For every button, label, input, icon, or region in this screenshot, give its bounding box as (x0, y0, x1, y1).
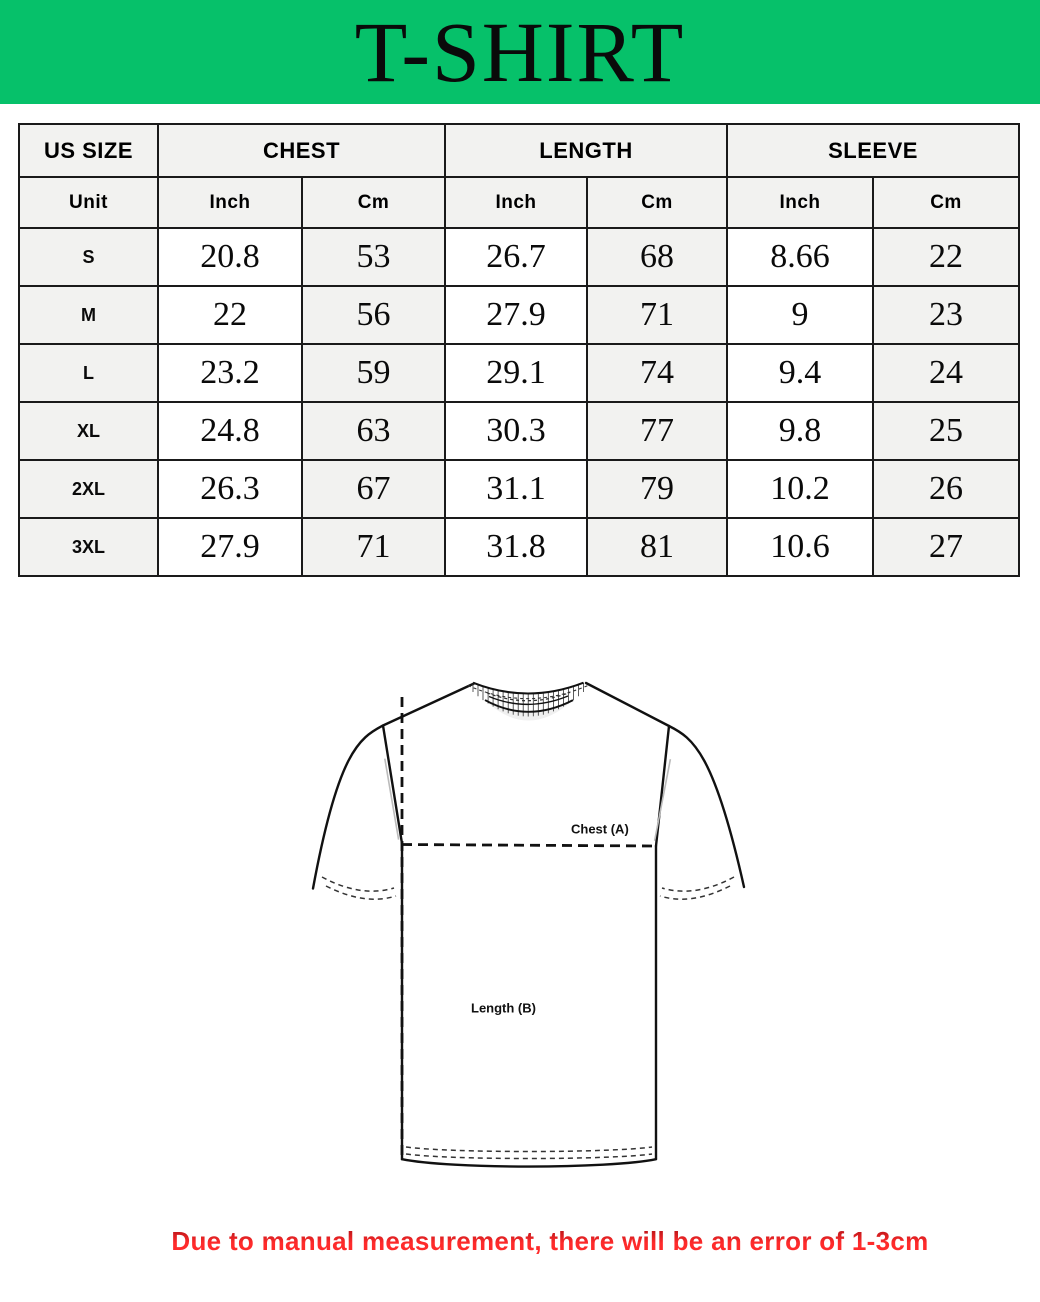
svg-text:Length (B): Length (B) (471, 1001, 536, 1016)
svg-text:Chest (A): Chest (A) (571, 822, 629, 837)
